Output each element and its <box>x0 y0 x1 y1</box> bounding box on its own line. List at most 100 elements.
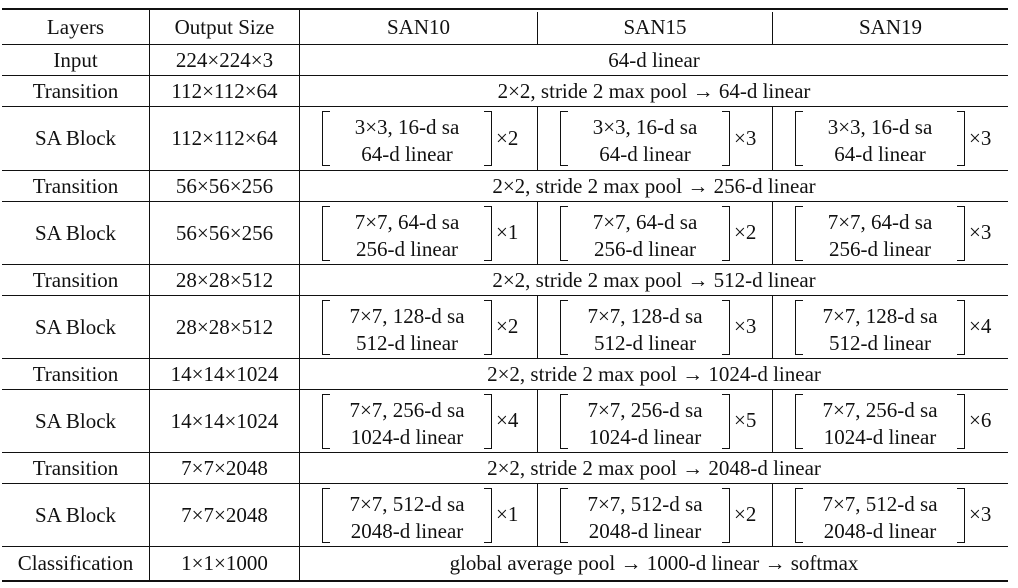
repeat-multiplier: ×3 <box>734 314 757 338</box>
repeat-multiplier: ×3 <box>969 220 992 244</box>
header-output-size: Output Size <box>174 15 275 39</box>
layer-name: Transition <box>32 173 119 198</box>
block-line-1: 3×3, 16-d sa <box>827 115 933 139</box>
left-bracket <box>560 111 568 166</box>
block-line-1: 7×7, 256-d sa <box>349 397 465 422</box>
block-line-1: 7×7, 512-d sa <box>822 491 938 516</box>
left-bracket <box>795 487 803 543</box>
output-size: 7×7×2048 <box>181 455 268 480</box>
left-bracket <box>560 393 568 449</box>
repeat-multiplier: ×2 <box>496 314 519 338</box>
block-line-2: 512-d linear <box>593 330 697 355</box>
left-bracket <box>560 299 568 355</box>
block-line-2: 256-d linear <box>355 236 459 261</box>
left-bracket <box>322 487 330 543</box>
top-rule <box>2 8 1008 10</box>
block-line-2: 256-d linear <box>828 236 932 261</box>
row-rule <box>2 483 1008 484</box>
output-size: 112×112×64 <box>171 78 278 103</box>
layer-name: Transition <box>32 455 119 480</box>
right-bracket <box>957 487 965 543</box>
right-bracket <box>484 299 492 355</box>
block-divider <box>772 390 773 452</box>
bottom-rule <box>2 580 1008 582</box>
output-size: 56×56×256 <box>175 220 274 245</box>
right-bracket <box>722 393 730 449</box>
block-line-1: 7×7, 512-d sa <box>587 491 703 516</box>
left-bracket <box>322 393 330 449</box>
block-line-2: 64-d linear <box>834 142 926 166</box>
layer-name: SA Block <box>34 502 117 527</box>
spanning-op: 2×2, stride 2 max pool → 64-d linear <box>497 78 811 103</box>
block-line-1: 7×7, 64-d sa <box>354 209 460 234</box>
header-san15: SAN15 <box>623 15 687 39</box>
block-line-2: 1024-d linear <box>588 424 702 449</box>
block-line-2: 1024-d linear <box>823 424 937 449</box>
layer-name: Input <box>53 47 98 72</box>
output-size: 28×28×512 <box>175 314 274 339</box>
block-divider <box>772 202 773 264</box>
output-size: 14×14×1024 <box>170 408 279 433</box>
row-rule <box>2 358 1008 359</box>
right-bracket <box>722 205 730 261</box>
block-line-1: 7×7, 256-d sa <box>587 397 703 422</box>
right-bracket <box>484 393 492 449</box>
block-line-2: 64-d linear <box>599 142 691 166</box>
header-rule <box>2 44 1008 45</box>
output-size: 14×14×1024 <box>170 361 279 386</box>
layer-name: Transition <box>32 267 119 292</box>
block-line-2: 2048-d linear <box>350 518 464 543</box>
output-size: 1×1×1000 <box>181 550 268 575</box>
block-divider <box>537 390 538 452</box>
repeat-multiplier: ×4 <box>969 314 992 338</box>
block-divider <box>772 484 773 546</box>
right-bracket <box>484 111 492 166</box>
output-size: 112×112×64 <box>171 126 278 150</box>
block-line-1: 3×3, 16-d sa <box>592 115 698 139</box>
left-bracket <box>322 111 330 166</box>
repeat-multiplier: ×2 <box>734 220 757 244</box>
block-line-1: 7×7, 64-d sa <box>827 209 933 234</box>
row-rule <box>2 106 1008 107</box>
spanning-op: 64-d linear <box>608 47 700 72</box>
block-line-1: 7×7, 256-d sa <box>822 397 938 422</box>
row-rule <box>2 389 1008 390</box>
right-bracket <box>484 487 492 543</box>
repeat-multiplier: ×6 <box>969 408 992 432</box>
right-bracket <box>957 111 965 166</box>
row-rule <box>2 264 1008 265</box>
repeat-multiplier: ×2 <box>496 125 519 150</box>
right-bracket <box>484 205 492 261</box>
right-bracket <box>957 393 965 449</box>
layer-name: SA Block <box>34 408 117 433</box>
layer-name: SA Block <box>34 314 117 339</box>
block-divider <box>772 296 773 358</box>
block-divider <box>537 202 538 264</box>
repeat-multiplier: ×5 <box>734 408 757 432</box>
left-bracket <box>560 205 568 261</box>
layer-name: Classification <box>17 550 134 575</box>
spanning-op: 2×2, stride 2 max pool → 1024-d linear <box>487 361 821 386</box>
header-divider-3 <box>537 12 538 44</box>
spanning-op: 2×2, stride 2 max pool → 512-d linear <box>492 267 816 292</box>
block-line-2: 2048-d linear <box>823 518 937 543</box>
block-line-1: 7×7, 512-d sa <box>349 491 465 516</box>
row-rule <box>2 170 1008 171</box>
spanning-op: 2×2, stride 2 max pool → 256-d linear <box>492 173 816 198</box>
output-size: 224×224×3 <box>175 47 274 72</box>
block-line-1: 7×7, 128-d sa <box>587 303 703 328</box>
right-bracket <box>722 111 730 166</box>
header-layers: Layers <box>46 15 105 39</box>
spanning-op: 2×2, stride 2 max pool → 2048-d linear <box>487 455 821 480</box>
left-bracket <box>322 299 330 355</box>
repeat-multiplier: ×2 <box>734 502 757 526</box>
header-san19: SAN19 <box>858 15 922 39</box>
block-line-1: 7×7, 64-d sa <box>592 209 698 234</box>
block-line-2: 256-d linear <box>593 236 697 261</box>
block-line-2: 512-d linear <box>828 330 932 355</box>
right-bracket <box>722 487 730 543</box>
left-bracket <box>560 487 568 543</box>
row-rule <box>2 75 1008 76</box>
output-size: 7×7×2048 <box>181 502 268 527</box>
